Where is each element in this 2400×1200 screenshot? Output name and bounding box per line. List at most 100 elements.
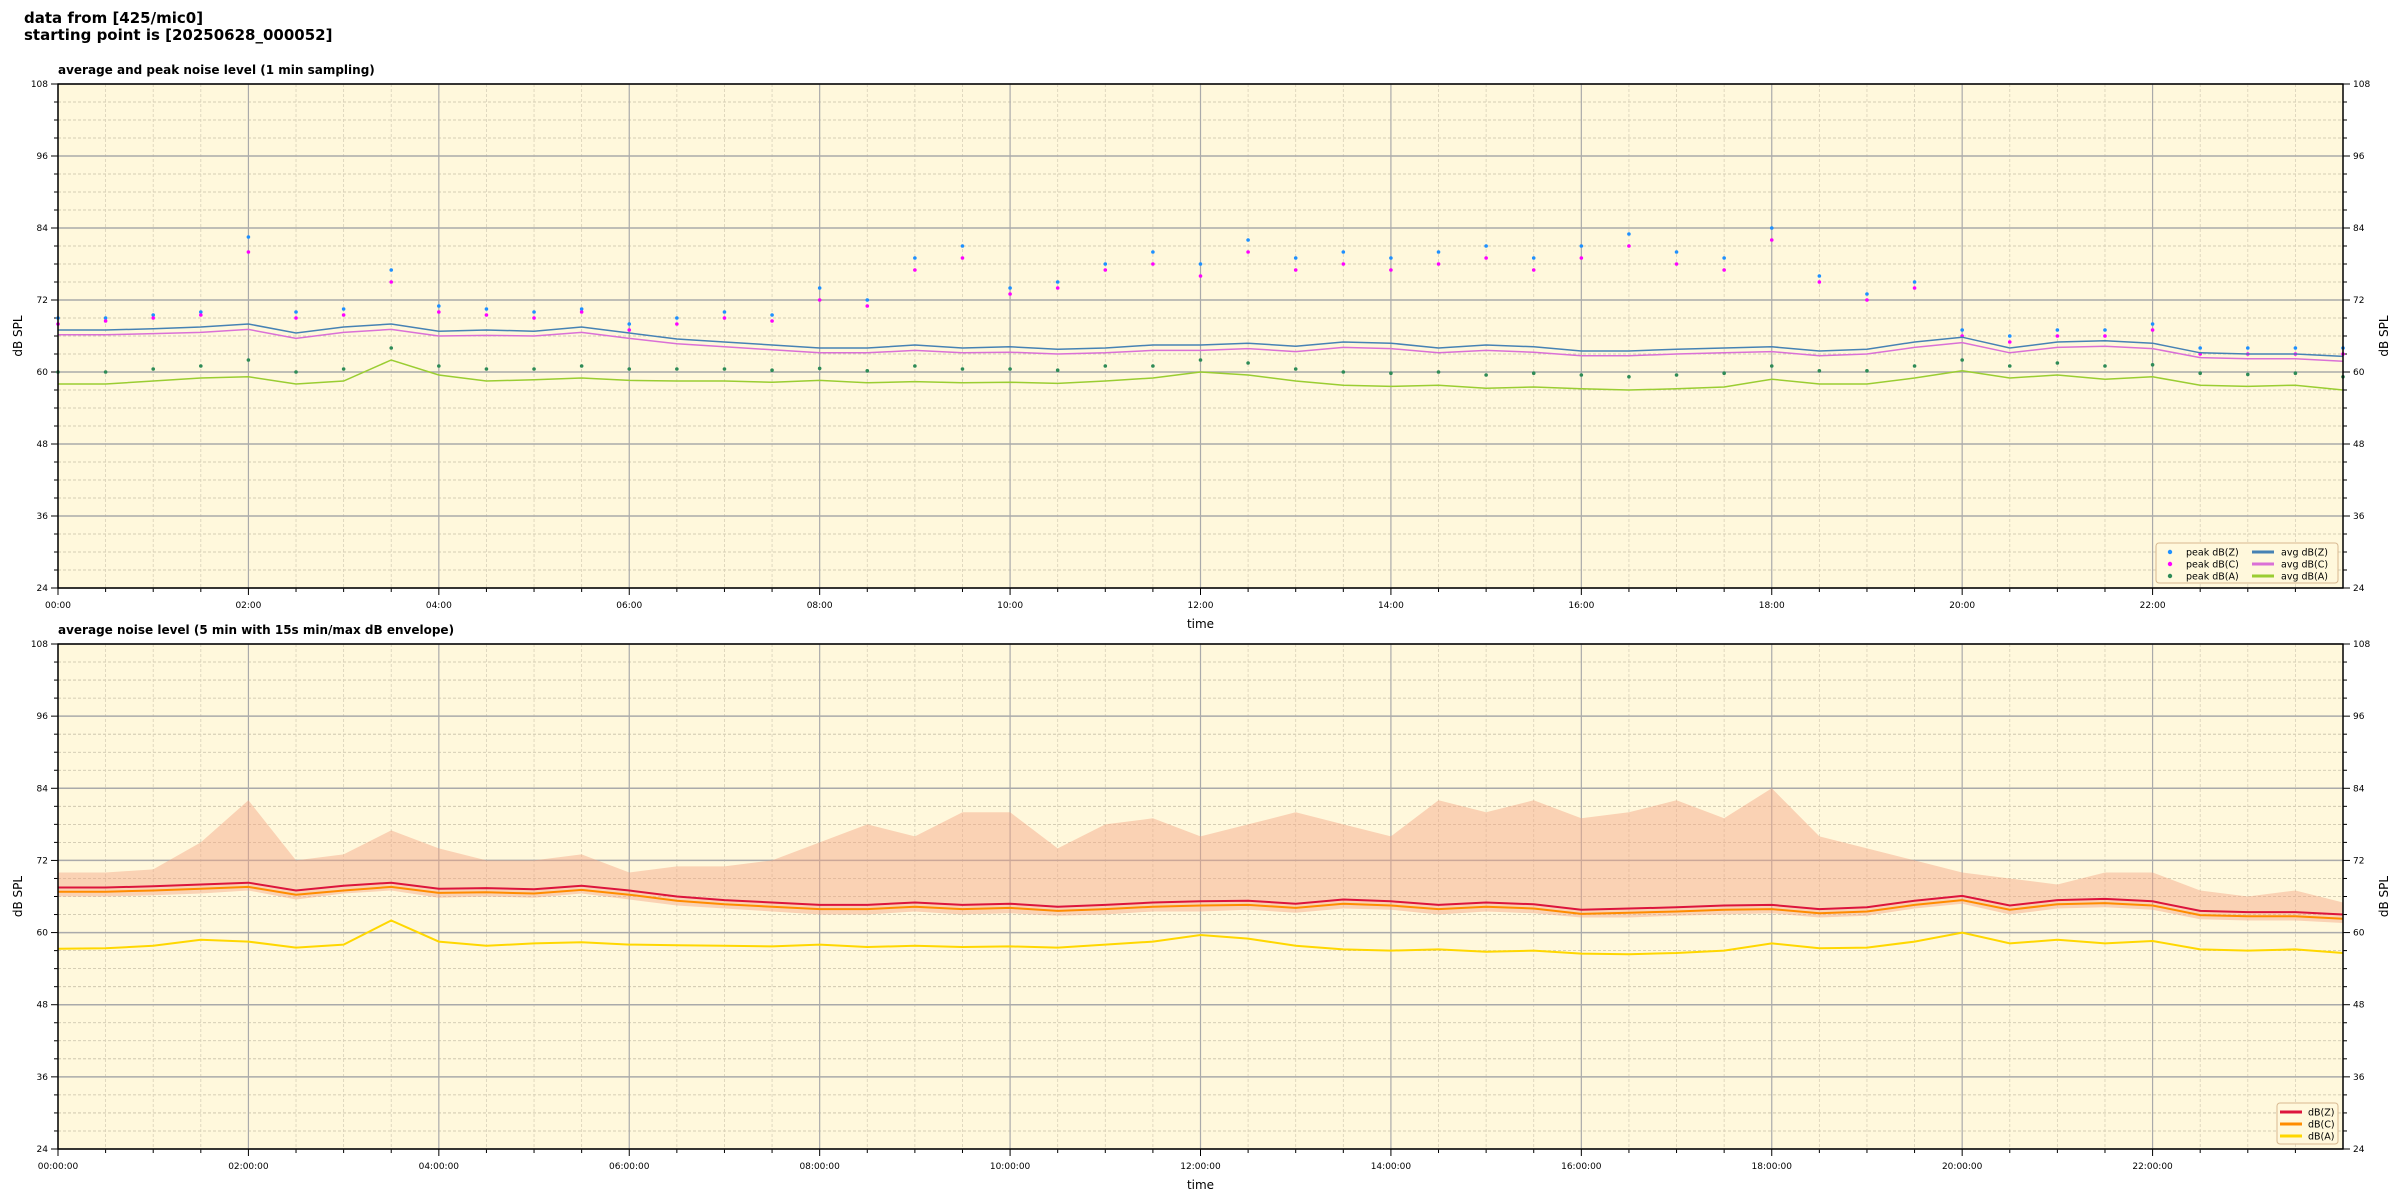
y-tick-label-right: 36 (2353, 1073, 2365, 1083)
y-tick-label: 36 (37, 1073, 49, 1083)
x-tick-label: 16:00 (1568, 601, 1594, 611)
y-axis-label: dB SPL (11, 315, 25, 357)
point-peak-db-a (1103, 364, 1108, 368)
y-tick-label: 60 (37, 368, 49, 378)
y-tick-label-right: 48 (2353, 1001, 2365, 1011)
point-peak-db-z (1817, 274, 1822, 278)
x-tick-label: 06:00 (616, 601, 642, 611)
point-peak-db-a (246, 358, 251, 362)
y-tick-label-right: 96 (2353, 152, 2365, 162)
point-peak-db-a (1912, 364, 1917, 368)
point-peak-db-a (484, 367, 489, 371)
point-peak-db-a (1484, 373, 1488, 377)
legend-label: dB(Z) (2308, 1108, 2334, 1119)
y-tick-label: 84 (37, 784, 49, 794)
point-peak-db-a (913, 364, 917, 368)
legend-label: peak dB(A) (2186, 572, 2239, 583)
point-peak-db-c (532, 316, 536, 320)
point-peak-db-z (2103, 328, 2107, 332)
point-peak-db-a (2150, 363, 2155, 367)
point-peak-db-z (103, 316, 108, 320)
y-tick-label: 48 (37, 440, 49, 450)
point-peak-db-a (1341, 370, 1346, 374)
point-peak-db-c (103, 319, 108, 323)
point-peak-db-z (1722, 256, 1726, 260)
point-peak-db-c (1627, 244, 1631, 248)
point-peak-db-a (2103, 364, 2107, 368)
point-peak-db-z (627, 322, 632, 326)
point-peak-db-a (770, 368, 774, 373)
point-peak-db-a (1246, 361, 1250, 365)
line-db-a (57, 919, 2344, 956)
point-peak-db-z (1008, 286, 1012, 290)
point-peak-db-c (246, 250, 251, 254)
point-peak-db-a (2245, 372, 2250, 377)
legend-box (2155, 542, 2339, 584)
point-peak-db-z (1484, 244, 1488, 248)
y-tick-label-right: 108 (2353, 640, 2370, 650)
point-peak-db-c (2103, 334, 2107, 338)
point-peak-db-a (1389, 371, 1393, 376)
x-tick-label: 02:00:00 (228, 1162, 269, 1172)
point-peak-db-c (1293, 268, 1298, 272)
point-peak-db-a (1769, 364, 1774, 368)
chart-title: average and peak noise level (1 min samp… (58, 63, 375, 77)
point-peak-db-a (1960, 358, 1964, 362)
point-peak-db-c (1389, 268, 1393, 272)
y-tick-label-right: 84 (2353, 784, 2365, 794)
point-peak-db-c (2055, 334, 2060, 338)
point-peak-db-z (1246, 238, 1250, 242)
point-peak-db-z (770, 313, 774, 317)
point-peak-db-z (1769, 226, 1774, 230)
point-peak-db-z (722, 310, 727, 314)
x-tick-label: 20:00:00 (1942, 1162, 1983, 1172)
y-tick-label-right: 72 (2353, 856, 2364, 866)
y-tick-label-right: 60 (2353, 929, 2365, 939)
point-peak-db-a (1436, 370, 1441, 374)
point-peak-db-c (1436, 262, 1441, 266)
legend-marker (2167, 549, 2173, 555)
point-peak-db-c (579, 310, 584, 314)
point-peak-db-z (1912, 280, 1917, 284)
point-peak-db-a (1531, 371, 1536, 376)
legend-label: avg dB(C) (2281, 560, 2328, 571)
point-peak-db-z (2245, 346, 2250, 350)
series-peak-db-z (56, 226, 2345, 350)
point-peak-db-a (1055, 368, 1060, 373)
point-peak-db-a (1865, 369, 1869, 373)
point-peak-db-c (151, 316, 156, 320)
point-peak-db-a (1722, 371, 1726, 376)
point-peak-db-a (1817, 369, 1822, 373)
point-peak-db-c (1484, 256, 1488, 260)
point-peak-db-z (579, 307, 584, 311)
point-peak-db-c (1008, 292, 1012, 296)
header-start-point: starting point is [20250628_000052] (24, 26, 333, 44)
point-peak-db-c (199, 313, 203, 317)
y-tick-label: 24 (37, 584, 49, 594)
point-peak-db-a (389, 346, 394, 350)
point-peak-db-c (960, 256, 965, 260)
point-peak-db-a (817, 366, 822, 371)
line-avg-db-c (58, 328, 2344, 362)
point-peak-db-a (865, 369, 870, 373)
point-peak-db-z (1436, 250, 1441, 254)
point-peak-db-z (199, 310, 203, 314)
y-tick-label-right: 96 (2353, 712, 2365, 722)
y-tick-label: 24 (37, 1145, 49, 1155)
y-tick-label: 48 (37, 1001, 49, 1011)
point-peak-db-c (437, 310, 441, 314)
point-peak-db-c (1198, 274, 1203, 278)
x-tick-label: 18:00 (1759, 601, 1785, 611)
x-tick-label: 16:00:00 (1561, 1162, 1602, 1172)
legend: dB(Z)dB(C)dB(A) (2276, 1102, 2339, 1145)
point-peak-db-a (675, 367, 679, 371)
point-peak-db-z (1960, 328, 1964, 332)
point-peak-db-z (294, 310, 298, 314)
plot-frame (57, 83, 2344, 589)
chart-panel-2: 24 24 36 36 48 48 60 60 72 72 84 84 96 96 108 108 00:00:… (11, 623, 2391, 1192)
point-peak-db-z (1341, 250, 1346, 254)
x-tick-label: 04:00:00 (419, 1162, 460, 1172)
point-peak-db-a (1579, 373, 1584, 377)
y-tick-label: 84 (37, 224, 49, 234)
point-peak-db-z (2007, 334, 2012, 338)
